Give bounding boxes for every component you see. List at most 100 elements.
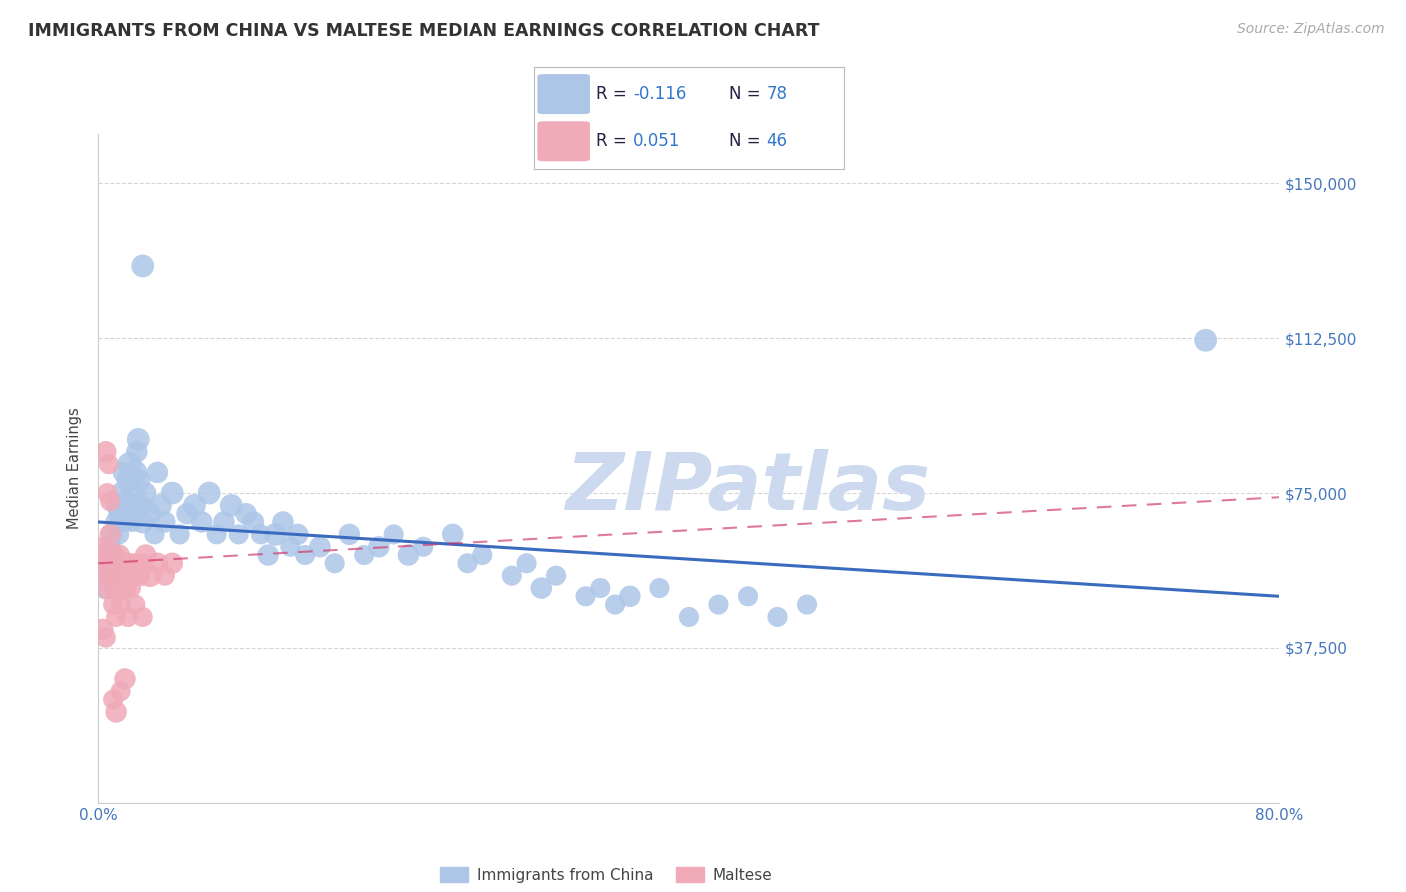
Point <box>107 568 129 582</box>
Point <box>124 556 146 570</box>
Point <box>132 556 155 570</box>
Point <box>121 515 143 529</box>
Point <box>198 486 221 500</box>
Point <box>309 540 332 554</box>
Text: Source: ZipAtlas.com: Source: ZipAtlas.com <box>1237 22 1385 37</box>
Point <box>112 466 135 480</box>
Text: 0.051: 0.051 <box>633 132 681 150</box>
Text: R =: R = <box>596 85 633 103</box>
Point <box>105 610 128 624</box>
Text: 78: 78 <box>766 85 787 103</box>
Point <box>117 474 139 488</box>
Point <box>98 494 121 508</box>
Point <box>114 568 136 582</box>
Point <box>368 540 391 554</box>
Point <box>412 540 434 554</box>
Point <box>103 568 125 582</box>
Point <box>96 548 118 562</box>
Point <box>94 444 117 458</box>
Point <box>110 598 132 612</box>
Point <box>212 515 235 529</box>
Point <box>97 457 120 471</box>
Point <box>146 556 169 570</box>
Point <box>112 556 135 570</box>
Point <box>162 486 183 500</box>
Point <box>129 499 152 513</box>
Point <box>396 548 419 562</box>
Point <box>143 527 166 541</box>
Point <box>94 581 117 595</box>
Point <box>456 556 478 570</box>
Point <box>124 466 146 480</box>
Point <box>796 598 818 612</box>
Point <box>501 568 523 582</box>
Point <box>176 507 198 521</box>
Point <box>678 610 700 624</box>
Point <box>91 623 114 637</box>
Point <box>94 568 117 582</box>
Point <box>135 548 157 562</box>
Point <box>97 556 120 570</box>
Point <box>132 610 155 624</box>
Point <box>128 474 150 488</box>
Point <box>105 515 128 529</box>
Point <box>114 672 136 686</box>
Point <box>169 527 191 541</box>
Point <box>108 527 131 541</box>
Point <box>107 499 129 513</box>
Point <box>117 610 139 624</box>
Point <box>110 507 132 521</box>
Point <box>139 568 162 582</box>
Point <box>278 540 302 554</box>
Point <box>139 507 162 521</box>
Point <box>93 568 115 582</box>
Point <box>114 515 136 529</box>
Point <box>105 581 128 595</box>
Point <box>221 499 243 513</box>
Point <box>766 610 789 624</box>
Point <box>121 568 143 582</box>
Point <box>98 527 121 541</box>
Text: ZIPatlas: ZIPatlas <box>565 450 931 527</box>
Y-axis label: Median Earnings: Median Earnings <box>67 408 83 529</box>
Point <box>97 556 120 570</box>
Point <box>183 499 205 513</box>
Point <box>589 581 612 595</box>
Point <box>149 499 172 513</box>
FancyBboxPatch shape <box>537 121 591 161</box>
Point <box>135 486 157 500</box>
Point <box>153 568 176 582</box>
Point <box>235 507 257 521</box>
Point <box>91 548 114 562</box>
Text: 46: 46 <box>766 132 787 150</box>
Point <box>110 568 132 582</box>
FancyBboxPatch shape <box>537 74 591 114</box>
Point <box>117 556 139 570</box>
Point <box>93 556 115 570</box>
Point <box>128 568 150 582</box>
Point <box>105 705 128 719</box>
Point <box>191 515 214 529</box>
Point <box>605 598 627 612</box>
Point <box>339 527 360 541</box>
Text: -0.116: -0.116 <box>633 85 686 103</box>
Point <box>115 494 138 508</box>
Point <box>619 590 641 604</box>
Point <box>111 581 134 595</box>
Point <box>546 568 568 582</box>
Point <box>146 466 169 480</box>
Point <box>118 457 141 471</box>
Point <box>516 556 538 570</box>
Point <box>103 692 125 706</box>
Point <box>530 581 553 595</box>
Point <box>257 548 280 562</box>
Point <box>228 527 250 541</box>
Point <box>125 444 148 458</box>
Point <box>287 527 309 541</box>
Point <box>1195 333 1218 347</box>
Point <box>111 486 134 500</box>
Point <box>574 590 596 604</box>
Point <box>441 527 464 541</box>
Point <box>91 560 114 574</box>
Legend: Immigrants from China, Maltese: Immigrants from China, Maltese <box>434 861 779 888</box>
